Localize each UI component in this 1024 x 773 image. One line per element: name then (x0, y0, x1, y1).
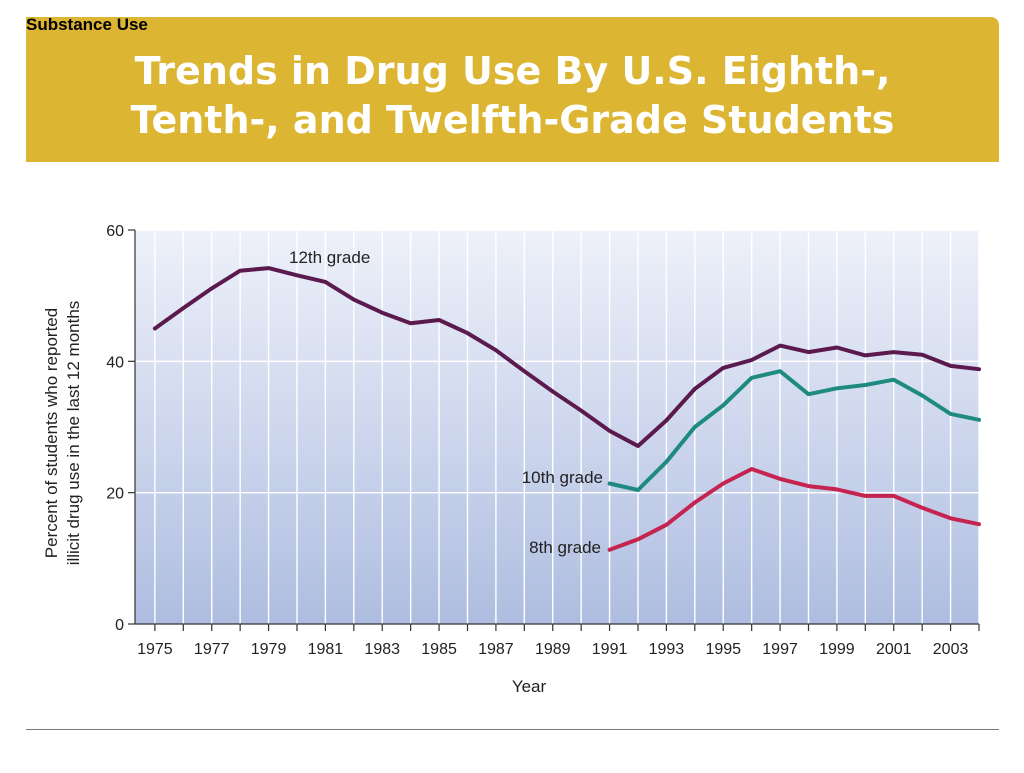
x-tick-label: 2003 (933, 641, 969, 658)
section-label: Substance Use (26, 15, 148, 34)
data-point-12th-grade (863, 353, 867, 357)
data-point-10th-grade (863, 383, 867, 387)
y-tick-label: 0 (115, 617, 124, 634)
data-point-10th-grade (920, 393, 924, 397)
x-tick-label: 1993 (649, 641, 685, 658)
data-point-12th-grade (522, 369, 526, 373)
data-point-12th-grade (920, 353, 924, 357)
data-point-8th-grade (835, 487, 839, 491)
data-point-12th-grade (892, 350, 896, 354)
data-point-12th-grade (465, 331, 469, 335)
data-point-12th-grade (664, 418, 668, 422)
data-point-12th-grade (977, 367, 981, 371)
x-tick-label: 1981 (308, 641, 344, 658)
data-point-12th-grade (380, 311, 384, 315)
data-point-12th-grade (806, 350, 810, 354)
x-tick-label: 1995 (705, 641, 741, 658)
y-tick-label: 20 (106, 486, 124, 503)
data-point-10th-grade (750, 376, 754, 380)
data-point-12th-grade (636, 444, 640, 448)
data-point-10th-grade (664, 460, 668, 464)
data-point-8th-grade (806, 484, 810, 488)
data-point-10th-grade (636, 488, 640, 492)
data-point-10th-grade (778, 369, 782, 373)
data-point-8th-grade (778, 477, 782, 481)
x-tick-label: 1997 (762, 641, 798, 658)
data-point-10th-grade (892, 378, 896, 382)
series-layer (152, 266, 981, 552)
slide-title: Trends in Drug Use By U.S. Eighth-, Tent… (26, 47, 999, 145)
series-label: 10th grade (522, 468, 603, 487)
y-tick-label: 60 (106, 223, 124, 240)
data-point-10th-grade (693, 425, 697, 429)
footer-divider (26, 729, 999, 730)
data-point-8th-grade (863, 494, 867, 498)
x-axis-title: Year (512, 677, 547, 696)
x-tick-label: 1983 (364, 641, 400, 658)
data-point-10th-grade (608, 481, 612, 485)
data-point-8th-grade (977, 522, 981, 526)
data-point-12th-grade (721, 366, 725, 370)
x-tick-label: 1989 (535, 641, 571, 658)
data-point-12th-grade (835, 346, 839, 350)
data-point-10th-grade (977, 418, 981, 422)
x-tick-label: 1975 (137, 641, 173, 658)
data-point-12th-grade (210, 286, 214, 290)
slide-title-line-1: Trends in Drug Use By U.S. Eighth-, (134, 49, 891, 93)
data-point-10th-grade (835, 386, 839, 390)
x-tick-label: 1985 (421, 641, 457, 658)
data-point-12th-grade (949, 364, 953, 368)
data-point-12th-grade (238, 269, 242, 273)
y-axis-title-line-1: Percent of students who reported (42, 308, 61, 558)
data-point-12th-grade (750, 358, 754, 362)
data-point-12th-grade (494, 348, 498, 352)
x-tick-label: 1999 (819, 641, 855, 658)
title-banner: Trends in Drug Use By U.S. Eighth-, Tent… (26, 17, 999, 162)
series-line-12th-grade (152, 266, 981, 448)
data-point-10th-grade (806, 392, 810, 396)
data-point-12th-grade (153, 327, 157, 331)
series-label: 12th grade (289, 248, 370, 267)
data-point-8th-grade (693, 501, 697, 505)
data-point-12th-grade (579, 409, 583, 413)
data-point-8th-grade (608, 548, 612, 552)
y-tick-label: 40 (106, 354, 124, 371)
data-point-12th-grade (437, 318, 441, 322)
data-point-10th-grade (721, 403, 725, 407)
slide-title-line-2: Tenth-, and Twelfth-Grade Students (130, 98, 895, 142)
data-point-12th-grade (778, 344, 782, 348)
data-point-12th-grade (352, 298, 356, 302)
data-point-12th-grade (551, 390, 555, 394)
grid-lines (135, 229, 980, 624)
data-point-8th-grade (920, 506, 924, 510)
data-point-8th-grade (664, 523, 668, 527)
series-label: 8th grade (529, 538, 601, 557)
series-line-10th-grade (607, 369, 981, 492)
data-point-12th-grade (323, 280, 327, 284)
plot-area (135, 230, 979, 624)
data-point-10th-grade (949, 412, 953, 416)
data-point-12th-grade (409, 321, 413, 325)
y-axis-title-line-2: illicit drug use in the last 12 months (64, 301, 83, 566)
data-point-8th-grade (636, 537, 640, 541)
x-tick-label: 1991 (592, 641, 628, 658)
x-tick-label: 2001 (876, 641, 912, 658)
data-point-8th-grade (892, 494, 896, 498)
data-point-12th-grade (295, 273, 299, 277)
data-point-8th-grade (750, 467, 754, 471)
x-tick-label: 1977 (194, 641, 230, 658)
x-tick-label: 1979 (251, 641, 287, 658)
labels-layer: 12th grade 10th grade 8th grade (289, 248, 603, 557)
data-point-12th-grade (181, 306, 185, 310)
data-point-12th-grade (693, 387, 697, 391)
data-point-8th-grade (949, 516, 953, 520)
data-point-12th-grade (608, 429, 612, 433)
series-line-8th-grade (607, 467, 981, 552)
x-tick-label: 1987 (478, 641, 514, 658)
data-point-12th-grade (267, 266, 271, 270)
axes: 0 20 40 60 1975 1977 1979 1981 1983 1985 1987 1989 1… (42, 223, 980, 696)
data-point-8th-grade (721, 481, 725, 485)
